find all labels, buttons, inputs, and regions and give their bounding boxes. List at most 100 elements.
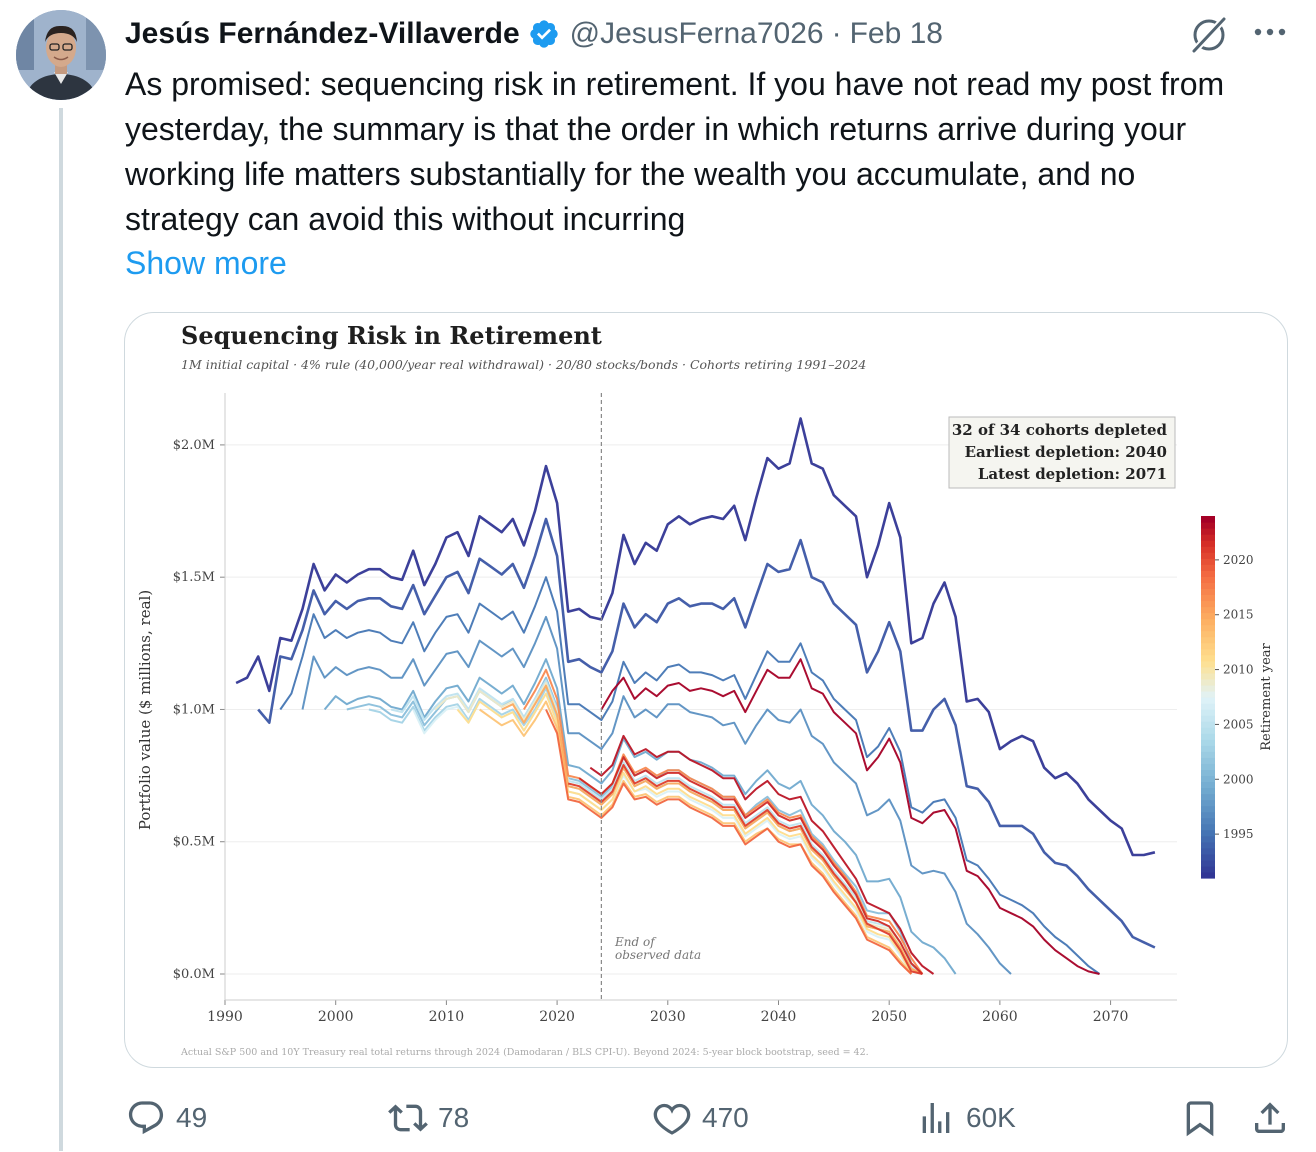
series-line [589, 734, 935, 975]
x-tick-label: 2070 [1093, 1009, 1129, 1025]
colorbar-segment [1201, 715, 1215, 722]
colorbar-segment [1201, 570, 1215, 577]
series-line [279, 576, 1101, 975]
colorbar-segment [1201, 757, 1215, 764]
colorbar-segment [1201, 781, 1215, 789]
colorbar-segment [1201, 859, 1215, 867]
colorbar-segment [1201, 582, 1215, 589]
reply-count: 49 [176, 1102, 208, 1133]
series-line [235, 417, 1156, 857]
series-line [600, 658, 1100, 975]
x-tick-label: 1990 [207, 1009, 243, 1025]
colorbar-segment [1201, 727, 1215, 734]
colorbar-segment [1201, 624, 1215, 632]
series-line [368, 687, 913, 975]
colorbar-tick-label: 2015 [1223, 608, 1254, 622]
share-icon [1255, 1102, 1285, 1133]
post-media-image[interactable]: $0.0M $0.5M $1.0M $1.5M $2.0M 1990 2000 2010 202… [124, 312, 1288, 1068]
thread-line [59, 108, 63, 1151]
post-date[interactable]: Feb 18 [849, 17, 943, 50]
more-options-icon[interactable] [1250, 20, 1290, 44]
colorbar-segment [1201, 594, 1215, 602]
post-text: As promised: sequencing risk in retireme… [125, 62, 1300, 242]
colorbar-segment [1201, 709, 1215, 716]
reply-button[interactable]: 49 [126, 1098, 207, 1138]
colorbar-segment [1201, 528, 1215, 535]
like-button[interactable]: 470 [652, 1098, 749, 1138]
x-tick-label: 2030 [650, 1009, 686, 1025]
colorbar-segment [1201, 817, 1215, 825]
x-tick-label: 2040 [761, 1009, 797, 1025]
colorbar-segment [1201, 775, 1215, 783]
avatar[interactable] [16, 10, 106, 100]
colorbar-tick-label: 2005 [1223, 717, 1254, 731]
colorbar-segment [1201, 666, 1215, 674]
colorbar-segment [1201, 678, 1215, 686]
chart-title: Sequencing Risk in Retirement [181, 321, 602, 350]
colorbar-segment [1201, 690, 1215, 698]
author-handle[interactable]: @JesusFerna7026 [569, 17, 824, 50]
colorbar-label: Retirement year [1259, 642, 1274, 750]
x-tick-label: 2020 [539, 1009, 575, 1025]
grok-icon[interactable] [1188, 14, 1230, 54]
verified-badge-icon[interactable] [528, 18, 560, 50]
vline-label: End of [614, 935, 657, 949]
avatar-image [16, 10, 106, 100]
series-line [323, 658, 957, 975]
colorbar-segment [1201, 865, 1215, 873]
colorbar-segment [1201, 721, 1215, 728]
annotation-line: Earliest depletion: 2040 [965, 443, 1167, 461]
colorbar-segment [1201, 636, 1215, 644]
colorbar-segment [1201, 733, 1215, 740]
colorbar-segment [1201, 703, 1215, 710]
like-icon [653, 1103, 691, 1135]
colorbar-segment [1201, 811, 1215, 819]
colorbar-segment [1201, 654, 1215, 662]
colorbar-segment [1201, 823, 1215, 831]
author-name[interactable]: Jesús Fernández-Villaverde [125, 17, 520, 50]
reply-icon [128, 1101, 164, 1135]
y-tick-label: $2.0M [173, 438, 215, 453]
colorbar-segment [1201, 522, 1215, 529]
colorbar-segment [1201, 552, 1215, 559]
colorbar-segment [1201, 871, 1215, 879]
colorbar-segment [1201, 847, 1215, 855]
views-button[interactable]: 60K [916, 1098, 1016, 1138]
colorbar-segment [1201, 829, 1215, 837]
colorbar-segment [1201, 660, 1215, 668]
series-line [456, 692, 913, 975]
y-tick-label: $0.5M [173, 835, 215, 850]
views-icon [922, 1103, 950, 1133]
colorbar-tick-label: 2000 [1223, 772, 1254, 786]
colorbar-segment [1201, 516, 1215, 523]
colorbar-segment [1201, 841, 1215, 849]
x-tick-label: 2010 [429, 1009, 465, 1025]
series-line [301, 615, 1012, 975]
annotation-line: 32 of 34 cohorts depleted [952, 421, 1168, 439]
colorbar-segment [1201, 648, 1215, 656]
colorbar-segment [1201, 853, 1215, 861]
show-more-link[interactable]: Show more [125, 245, 287, 281]
chart: $0.0M $0.5M $1.0M $1.5M $2.0M 1990 2000 2010 202… [136, 321, 1274, 1058]
x-tick-label: 2060 [982, 1009, 1018, 1025]
repost-button[interactable]: 78 [388, 1098, 469, 1138]
series-line [390, 679, 923, 975]
series-line [578, 756, 924, 975]
colorbar-tick-label: 2020 [1223, 553, 1254, 567]
colorbar-segment [1201, 799, 1215, 807]
colorbar-segment [1201, 751, 1215, 758]
bookmark-button[interactable] [1180, 1098, 1220, 1138]
colorbar-segment [1201, 697, 1215, 704]
share-button[interactable] [1250, 1098, 1290, 1138]
vline-label: observed data [615, 948, 701, 962]
colorbar-segment [1201, 564, 1215, 571]
action-bar: 49 78 470 60K [0, 1092, 1316, 1152]
annotation-line: Latest depletion: 2071 [978, 465, 1167, 483]
colorbar-tick-label: 1995 [1223, 827, 1254, 841]
series-line [479, 700, 913, 975]
colorbar-segment [1201, 769, 1215, 777]
x-tick-label: 2050 [871, 1009, 907, 1025]
post-header: Jesús Fernández-Villaverde @JesusFerna70… [125, 12, 943, 56]
colorbar-segment [1201, 745, 1215, 752]
colorbar: 1995 2000 2005 2010 2015 2020 [1201, 516, 1254, 879]
